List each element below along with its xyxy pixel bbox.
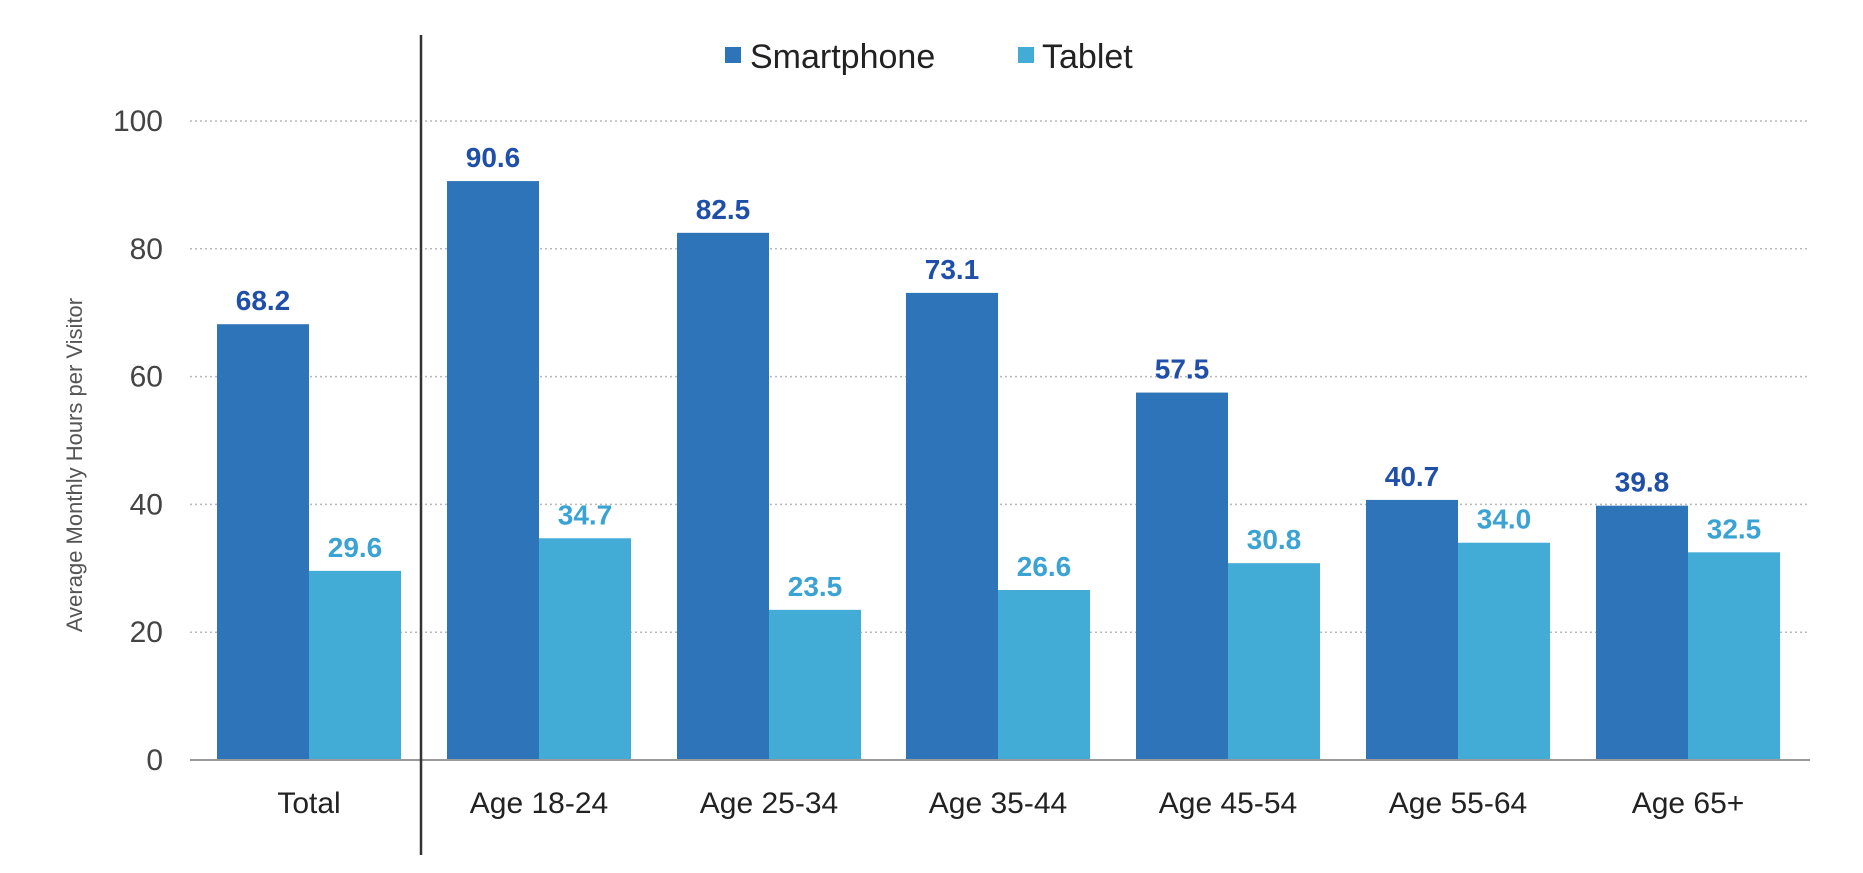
legend: Smartphone Tablet: [725, 38, 1133, 76]
bar-smartphone-0: [217, 324, 309, 760]
bar-tablet-2: [769, 609, 861, 760]
y-tick-label-80: 80: [130, 233, 163, 266]
legend-label-tablet: Tablet: [1042, 38, 1133, 76]
x-tick-label-3: Age 35-44: [929, 787, 1067, 820]
legend-swatch-tablet: [1018, 47, 1034, 63]
data-label-tablet-5: 34.0: [1477, 504, 1532, 535]
y-tick-label-20: 20: [130, 616, 163, 649]
y-tick-label-0: 0: [146, 744, 163, 777]
bar-smartphone-3: [906, 292, 998, 760]
bar-tablet-0: [309, 570, 401, 760]
data-label-smartphone-2: 82.5: [696, 194, 751, 225]
x-tick-label-6: Age 65+: [1632, 787, 1745, 820]
x-tick-label-5: Age 55-64: [1389, 787, 1527, 820]
bar-smartphone-4: [1136, 392, 1228, 760]
bar-tablet-1: [539, 538, 631, 760]
y-axis-label: Average Monthly Hours per Visitor: [62, 298, 87, 632]
bar-tablet-5: [1458, 542, 1550, 760]
data-label-tablet-4: 30.8: [1247, 524, 1302, 555]
bar-tablet-6: [1688, 552, 1780, 760]
x-tick-label-4: Age 45-54: [1159, 787, 1297, 820]
data-label-smartphone-6: 39.8: [1615, 467, 1670, 498]
data-label-tablet-0: 29.6: [328, 532, 383, 563]
data-label-smartphone-5: 40.7: [1385, 461, 1440, 492]
gridlines: [190, 120, 1810, 633]
x-tick-label-2: Age 25-34: [700, 787, 838, 820]
bar-smartphone-6: [1596, 505, 1688, 760]
bar-tablet-3: [998, 590, 1090, 760]
data-label-smartphone-0: 68.2: [236, 285, 291, 316]
data-label-smartphone-4: 57.5: [1155, 354, 1210, 385]
legend-swatch-smartphone: [725, 47, 741, 63]
legend-label-smartphone: Smartphone: [750, 38, 935, 76]
bar-smartphone-5: [1366, 499, 1458, 760]
bars: [217, 181, 1780, 761]
y-tick-label-60: 60: [130, 361, 163, 394]
data-label-tablet-2: 23.5: [788, 571, 843, 602]
axes: 0 20 40 60 80 100 Total Age 18-24 Age 25-34 Age 3…: [113, 35, 1810, 855]
bar-smartphone-1: [447, 181, 539, 761]
bar-tablet-4: [1228, 563, 1320, 760]
data-label-tablet-1: 34.7: [558, 499, 613, 530]
bar-smartphone-2: [677, 232, 769, 760]
data-labels: 68.2 29.6 90.6 34.7 82.5 23.5 73.1 26.6 57.5 30.8…: [236, 142, 1762, 602]
data-label-smartphone-1: 90.6: [466, 142, 521, 173]
data-label-tablet-3: 26.6: [1017, 551, 1072, 582]
x-tick-label-0: Total: [277, 787, 340, 820]
x-tick-label-1: Age 18-24: [470, 787, 608, 820]
data-label-smartphone-3: 73.1: [925, 254, 980, 285]
y-tick-label-40: 40: [130, 488, 163, 521]
y-tick-label-100: 100: [113, 105, 163, 138]
data-label-tablet-6: 32.5: [1707, 513, 1762, 544]
